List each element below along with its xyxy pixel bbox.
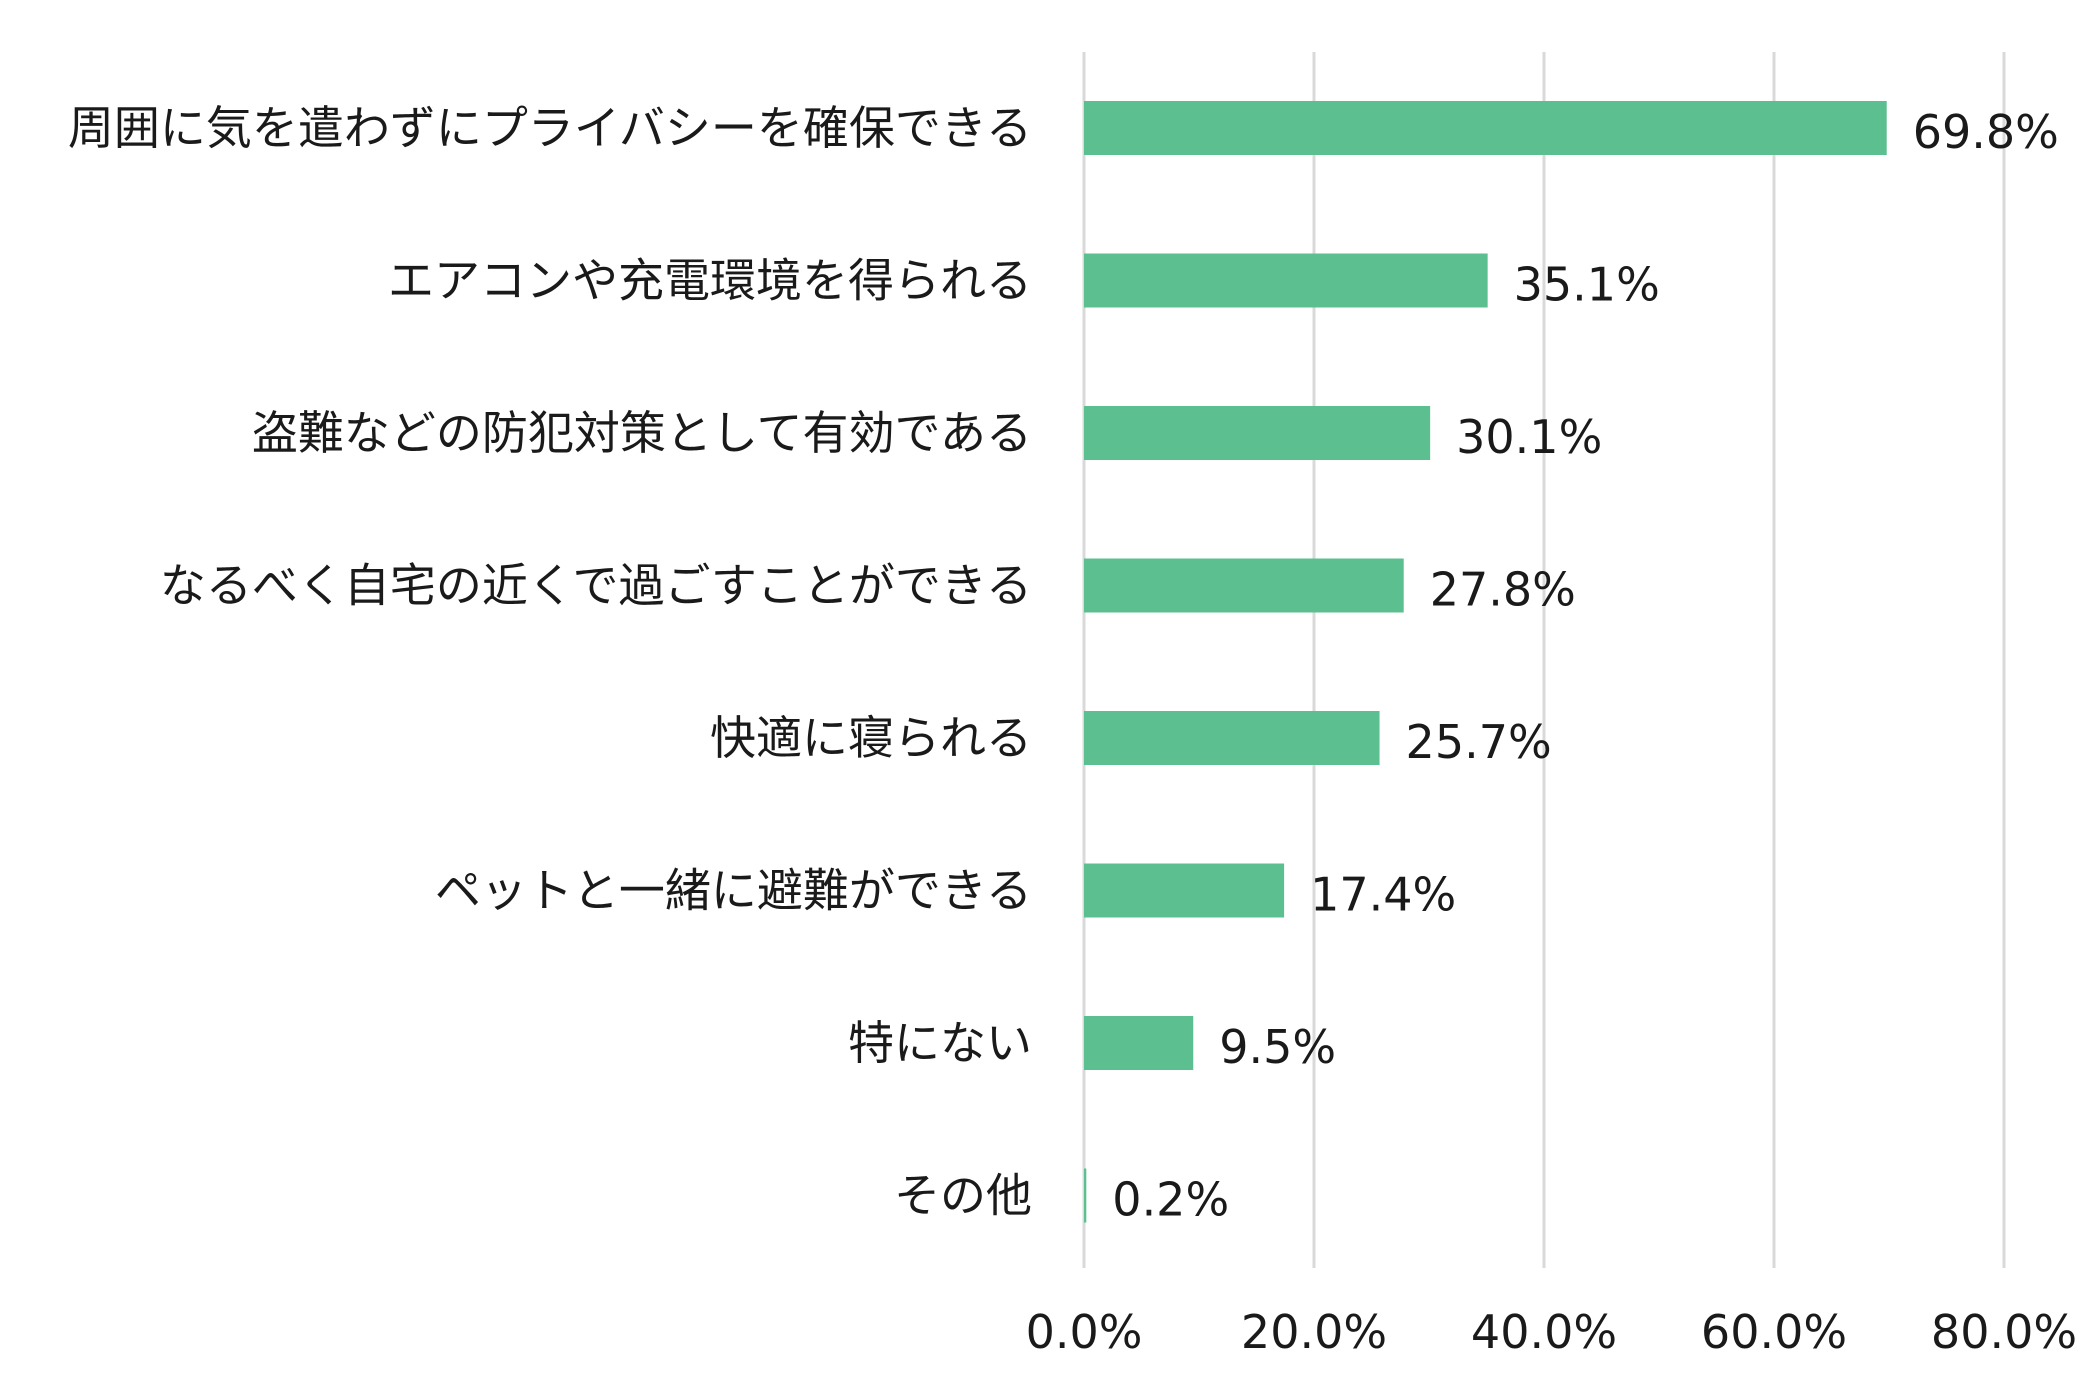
category-label-6: 特にない <box>848 1016 1032 1070</box>
category-label-4: 快適に寝られる <box>710 711 1032 765</box>
category-labels: 周囲に気を遣わずにプライバシーを確保できるエアコンや充電環境を得られる盗難などの… <box>68 101 1032 1223</box>
x-tick-label-3: 60.0% <box>1701 1305 1847 1359</box>
value-label-0: 69.8% <box>1913 105 2059 159</box>
bar-2 <box>1084 406 1431 460</box>
bar-4 <box>1084 711 1380 765</box>
bar-1 <box>1084 253 1488 308</box>
x-tick-label-0: 0.0% <box>1026 1305 1143 1359</box>
bar-3 <box>1084 558 1404 613</box>
category-label-7: その他 <box>894 1169 1032 1223</box>
x-tick-label-1: 20.0% <box>1241 1305 1387 1359</box>
bar-7 <box>1084 1168 1087 1223</box>
value-label-3: 27.8% <box>1430 563 1576 617</box>
value-label-5: 17.4% <box>1310 868 1456 922</box>
value-label-7: 0.2% <box>1112 1173 1229 1227</box>
category-label-2: 盗難などの防犯対策として有効である <box>252 406 1032 460</box>
x-axis-tick-labels: 0.0% 20.0% 40.0% 60.0% 80.0% <box>1026 1305 2078 1359</box>
value-label-2: 30.1% <box>1456 410 1602 464</box>
value-label-1: 35.1% <box>1514 258 1660 312</box>
value-label-6: 9.5% <box>1219 1020 1336 1074</box>
gridlines <box>1082 52 2006 1268</box>
category-label-5: ペットと一緒に避難ができる <box>435 864 1032 918</box>
category-label-0: 周囲に気を遣わずにプライバシーを確保できる <box>68 101 1032 155</box>
category-label-3: なるべく自宅の近くで過ごすことができる <box>160 559 1032 613</box>
bar-0 <box>1084 101 1887 155</box>
value-label-4: 25.7% <box>1406 715 1552 769</box>
bar-6 <box>1084 1016 1194 1070</box>
bars <box>1084 101 1887 1223</box>
x-tick-label-2: 40.0% <box>1471 1305 1617 1359</box>
category-label-1: エアコンや充電環境を得られる <box>388 254 1032 308</box>
x-tick-label-4: 80.0% <box>1931 1305 2077 1359</box>
bar-5 <box>1084 863 1285 918</box>
value-labels: 69.8% 35.1% 30.1% 27.8% 25.7% 17.4% 9.5% 0.2% <box>1112 105 2059 1227</box>
